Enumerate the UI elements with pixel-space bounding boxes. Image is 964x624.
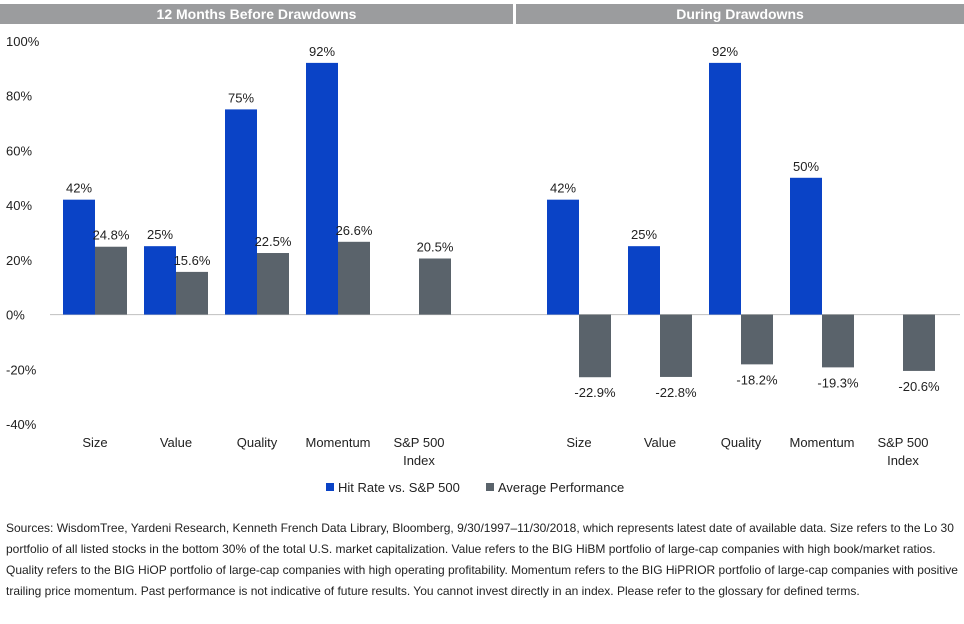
bar-average-performance xyxy=(338,241,370,315)
y-tick-label: 0% xyxy=(6,308,25,323)
bar-hit-rate xyxy=(790,177,822,315)
bar-average-performance xyxy=(95,246,127,315)
y-tick-label: 80% xyxy=(6,89,32,104)
bar-hit-rate xyxy=(547,199,579,315)
bar-average-performance xyxy=(822,314,854,368)
y-tick-label: -40% xyxy=(6,417,37,432)
data-label-hit-rate: 42% xyxy=(550,181,576,196)
data-label-average-performance: 20.5% xyxy=(417,239,454,254)
data-label-average-performance: 24.8% xyxy=(93,228,130,243)
y-tick-label: -20% xyxy=(6,362,37,377)
data-label-average-performance: 22.5% xyxy=(255,234,292,249)
category-label: Quality xyxy=(237,435,278,450)
bar-average-performance xyxy=(741,314,773,365)
bar-hit-rate xyxy=(144,246,176,315)
bar-average-performance xyxy=(660,314,692,377)
panel-header-title: 12 Months Before Drawdowns xyxy=(157,6,357,22)
data-label-average-performance: -18.2% xyxy=(736,372,778,387)
bar-hit-rate xyxy=(63,199,95,315)
y-tick-label: 40% xyxy=(6,198,32,213)
category-label: Index xyxy=(403,453,435,468)
drawdown-bar-chart: 12 Months Before Drawdowns During Drawdow… xyxy=(0,4,964,495)
data-label-average-performance: -22.8% xyxy=(655,385,697,400)
bar-hit-rate xyxy=(628,246,660,315)
category-label: Size xyxy=(82,435,107,450)
data-label-hit-rate: 25% xyxy=(631,227,657,242)
category-label: Value xyxy=(644,435,676,450)
data-label-hit-rate: 50% xyxy=(793,159,819,174)
panel-header-bg xyxy=(0,4,513,24)
panel-header-title: During Drawdowns xyxy=(676,6,804,22)
category-label: Momentum xyxy=(789,435,854,450)
source-notes: Sources: WisdomTree, Yardeni Research, K… xyxy=(6,521,958,598)
category-label: S&P 500 xyxy=(393,435,444,450)
data-label-average-performance: -20.6% xyxy=(898,379,940,394)
data-label-hit-rate: 42% xyxy=(66,181,92,196)
y-tick-label: 60% xyxy=(6,143,32,158)
data-label-average-performance: -22.9% xyxy=(574,385,616,400)
category-label: Size xyxy=(566,435,591,450)
legend-swatch xyxy=(486,483,494,491)
bar-average-performance xyxy=(903,314,935,371)
legend-swatch xyxy=(326,483,334,491)
category-label: Quality xyxy=(721,435,762,450)
category-label: Value xyxy=(160,435,192,450)
data-label-average-performance: 15.6% xyxy=(174,253,211,268)
category-label: Momentum xyxy=(305,435,370,450)
data-label-hit-rate: 92% xyxy=(712,44,738,59)
data-label-average-performance: -19.3% xyxy=(817,375,859,390)
y-tick-label: 20% xyxy=(6,253,32,268)
category-label: S&P 500 xyxy=(877,435,928,450)
bar-average-performance xyxy=(419,258,451,315)
bar-hit-rate xyxy=(225,109,257,315)
y-tick-label: 100% xyxy=(6,34,40,49)
bar-hit-rate xyxy=(709,62,741,315)
data-label-hit-rate: 25% xyxy=(147,227,173,242)
category-label: Index xyxy=(887,453,919,468)
bar-average-performance xyxy=(257,253,289,315)
bar-average-performance xyxy=(579,314,611,378)
panel-header-bg xyxy=(516,4,964,24)
legend-label: Average Performance xyxy=(498,480,624,495)
bar-average-performance xyxy=(176,271,208,315)
bar-hit-rate xyxy=(306,62,338,315)
data-label-hit-rate: 75% xyxy=(228,90,254,105)
data-label-average-performance: 26.6% xyxy=(336,223,373,238)
legend-label: Hit Rate vs. S&P 500 xyxy=(338,480,460,495)
data-label-hit-rate: 92% xyxy=(309,44,335,59)
